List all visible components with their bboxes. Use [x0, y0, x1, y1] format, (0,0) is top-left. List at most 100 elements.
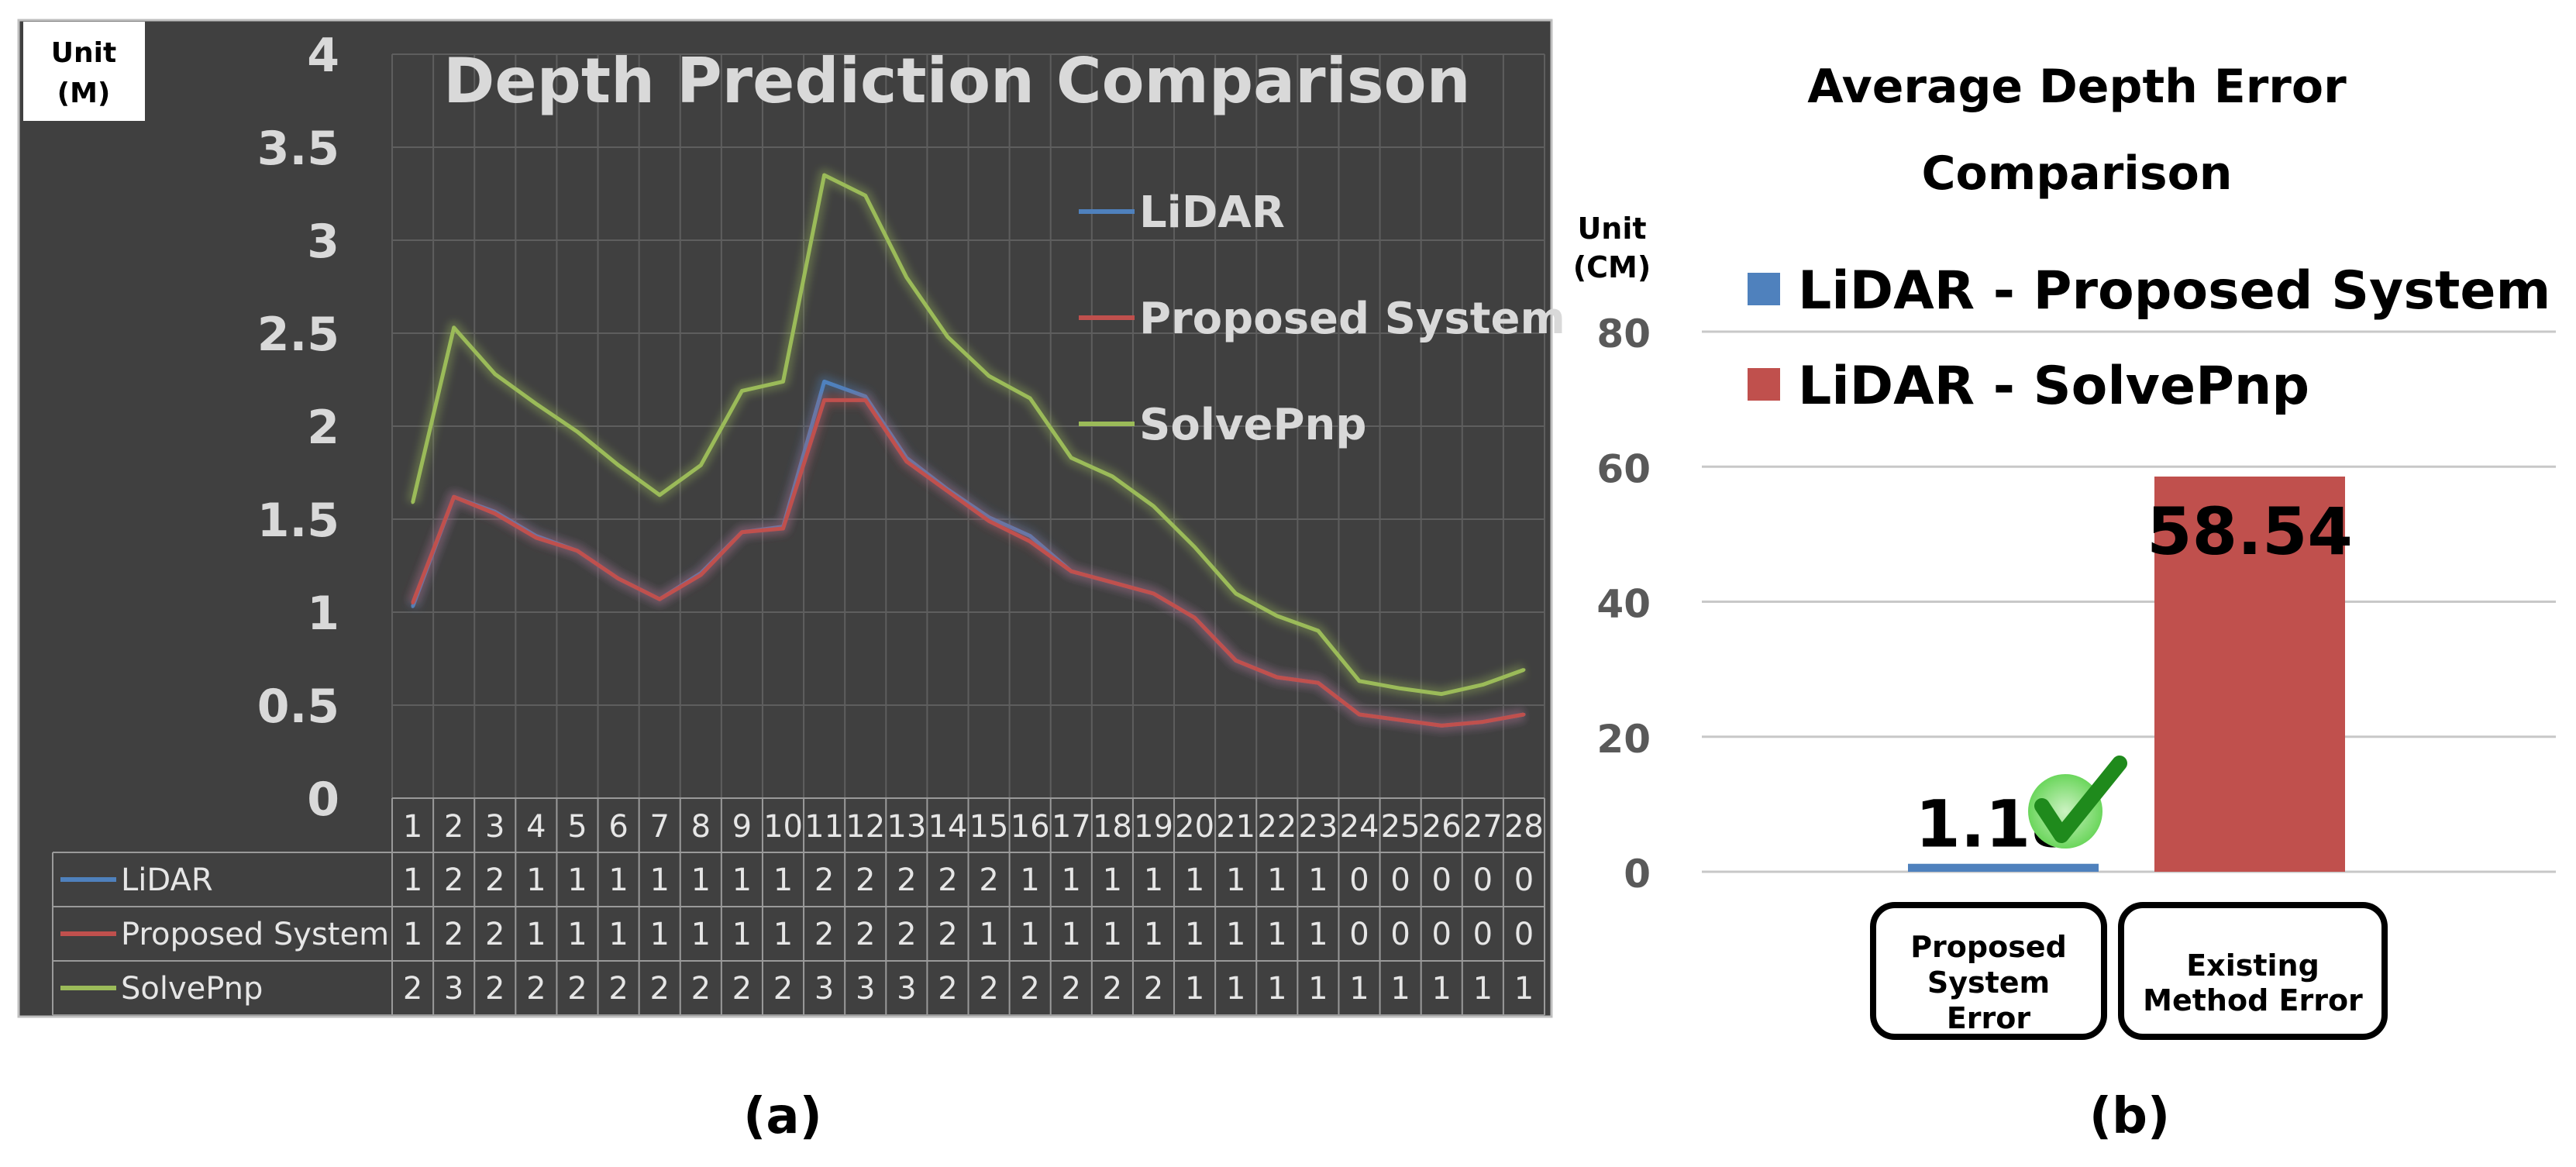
table-cell: 1	[608, 917, 628, 952]
category-box	[2118, 902, 2388, 1040]
chart-a-legend: LiDAR Proposed System SolvePnp	[1079, 188, 1565, 450]
x-category-label: 7	[649, 809, 669, 845]
x-category-label: 25	[1381, 809, 1421, 845]
table-cell: 2	[1020, 971, 1039, 1007]
chart-a-y-tick-label: 3.5	[257, 122, 339, 176]
table-cell: 1	[1267, 917, 1286, 952]
data-point	[1234, 659, 1238, 663]
depth-prediction-chart: Unit (M) 4 3.5 3 2.5 2 1.5 1 0.5 0 Depth Predict…	[17, 19, 1565, 1145]
caption-b: (b)	[2089, 1088, 2170, 1145]
data-point	[617, 577, 621, 580]
x-category-label: 5	[567, 809, 587, 845]
table-cell: 2	[526, 971, 546, 1007]
table-cell: 0	[1349, 862, 1369, 898]
table-cell: 1	[649, 917, 669, 952]
x-category-label: 2	[444, 809, 463, 845]
chart-b-title-line2: Comparison	[1921, 146, 2232, 201]
data-point	[904, 460, 908, 463]
data-point	[534, 536, 538, 539]
x-category-label: 20	[1175, 809, 1214, 845]
unit-label-a-line2: (M)	[57, 77, 111, 109]
table-row-label: Proposed System	[121, 917, 389, 952]
chart-a-y-tick-label: 3	[307, 215, 339, 269]
table-cell: 1	[691, 862, 711, 898]
table-cell: 1	[1144, 917, 1163, 952]
chart-a-y-tick-label: 4	[307, 29, 339, 83]
data-point	[411, 501, 415, 504]
table-cell: 1	[1349, 971, 1369, 1007]
x-category-label: 8	[691, 809, 711, 845]
category-label: Proposed	[1910, 930, 2067, 964]
series-line-proposed-system	[411, 398, 1524, 728]
table-cell: 2	[608, 971, 628, 1007]
data-point	[1316, 629, 1320, 632]
table-cell: 1	[1185, 971, 1204, 1007]
table-cell: 1	[979, 917, 998, 952]
data-point	[452, 325, 456, 329]
data-point	[1481, 720, 1485, 724]
table-row-label: SolvePnp	[121, 971, 263, 1007]
table-cell: 2	[938, 971, 957, 1007]
bar-lidar-proposed-system	[1908, 863, 2099, 872]
table-cell: 1	[1020, 862, 1039, 898]
table-cell: 3	[444, 971, 463, 1007]
table-cell: 1	[403, 917, 422, 952]
x-category-label: 21	[1216, 809, 1255, 845]
chart-b-y-tick-label: 0	[1624, 852, 1651, 897]
table-cell: 2	[814, 917, 834, 952]
data-point	[1440, 724, 1444, 728]
data-point	[987, 374, 991, 378]
data-point	[1481, 683, 1485, 687]
chart-a-y-tick-label: 2	[307, 401, 339, 455]
table-cell: 0	[1514, 862, 1534, 898]
category-label: Method Error	[2143, 983, 2363, 1017]
legend-swatch-b	[1748, 273, 1780, 305]
chart-b-gridlines	[1702, 330, 2556, 873]
x-category-label: 18	[1093, 809, 1132, 845]
data-point	[740, 530, 744, 534]
x-category-label: 1	[403, 809, 422, 845]
chart-b-title-line1: Average Depth Error	[1807, 60, 2347, 114]
legend-label-a: SolvePnp	[1139, 400, 1366, 450]
data-point	[1193, 546, 1197, 549]
table-cell: 1	[526, 862, 546, 898]
data-point	[699, 573, 703, 577]
table-cell: 1	[1144, 862, 1163, 898]
data-point	[658, 493, 662, 497]
table-cell: 1	[567, 917, 587, 952]
data-point	[699, 463, 703, 467]
legend-label-a: LiDAR	[1139, 188, 1285, 238]
table-cell: 1	[526, 917, 546, 952]
table-cell: 1	[1062, 862, 1081, 898]
data-point	[1275, 614, 1279, 618]
data-point	[1522, 668, 1526, 672]
unit-box-a	[23, 22, 145, 121]
table-cell: 1	[1308, 862, 1328, 898]
table-cell: 1	[1226, 971, 1245, 1007]
table-cell: 2	[403, 971, 422, 1007]
x-category-label: 22	[1257, 809, 1297, 845]
table-cell: 1	[1390, 971, 1410, 1007]
legend-swatch-b	[1748, 368, 1780, 401]
table-cell: 2	[938, 862, 957, 898]
x-category-label: 6	[608, 809, 628, 845]
table-cell: 1	[1267, 971, 1286, 1007]
table-cell: 0	[1390, 917, 1410, 952]
chart-a-y-tick-label: 0.5	[257, 680, 339, 734]
data-point	[1193, 616, 1197, 620]
legend-label-a: Proposed System	[1139, 294, 1565, 344]
average-depth-error-chart: Average Depth Error Comparison Unit (CM)…	[1573, 60, 2556, 1145]
table-cell: 1	[1308, 917, 1328, 952]
data-point	[987, 519, 991, 523]
table-cell: 0	[1349, 917, 1369, 952]
chart-b-y-axis: 80 60 40 20 0	[1596, 312, 1651, 897]
data-point	[534, 402, 538, 406]
table-cell: 2	[485, 971, 505, 1007]
table-cell: 0	[1473, 917, 1493, 952]
table-cell: 0	[1432, 862, 1452, 898]
chart-a-gridlines	[391, 53, 1545, 799]
table-cell: 2	[649, 971, 669, 1007]
table-cell: 1	[1185, 917, 1204, 952]
data-point	[863, 398, 867, 402]
